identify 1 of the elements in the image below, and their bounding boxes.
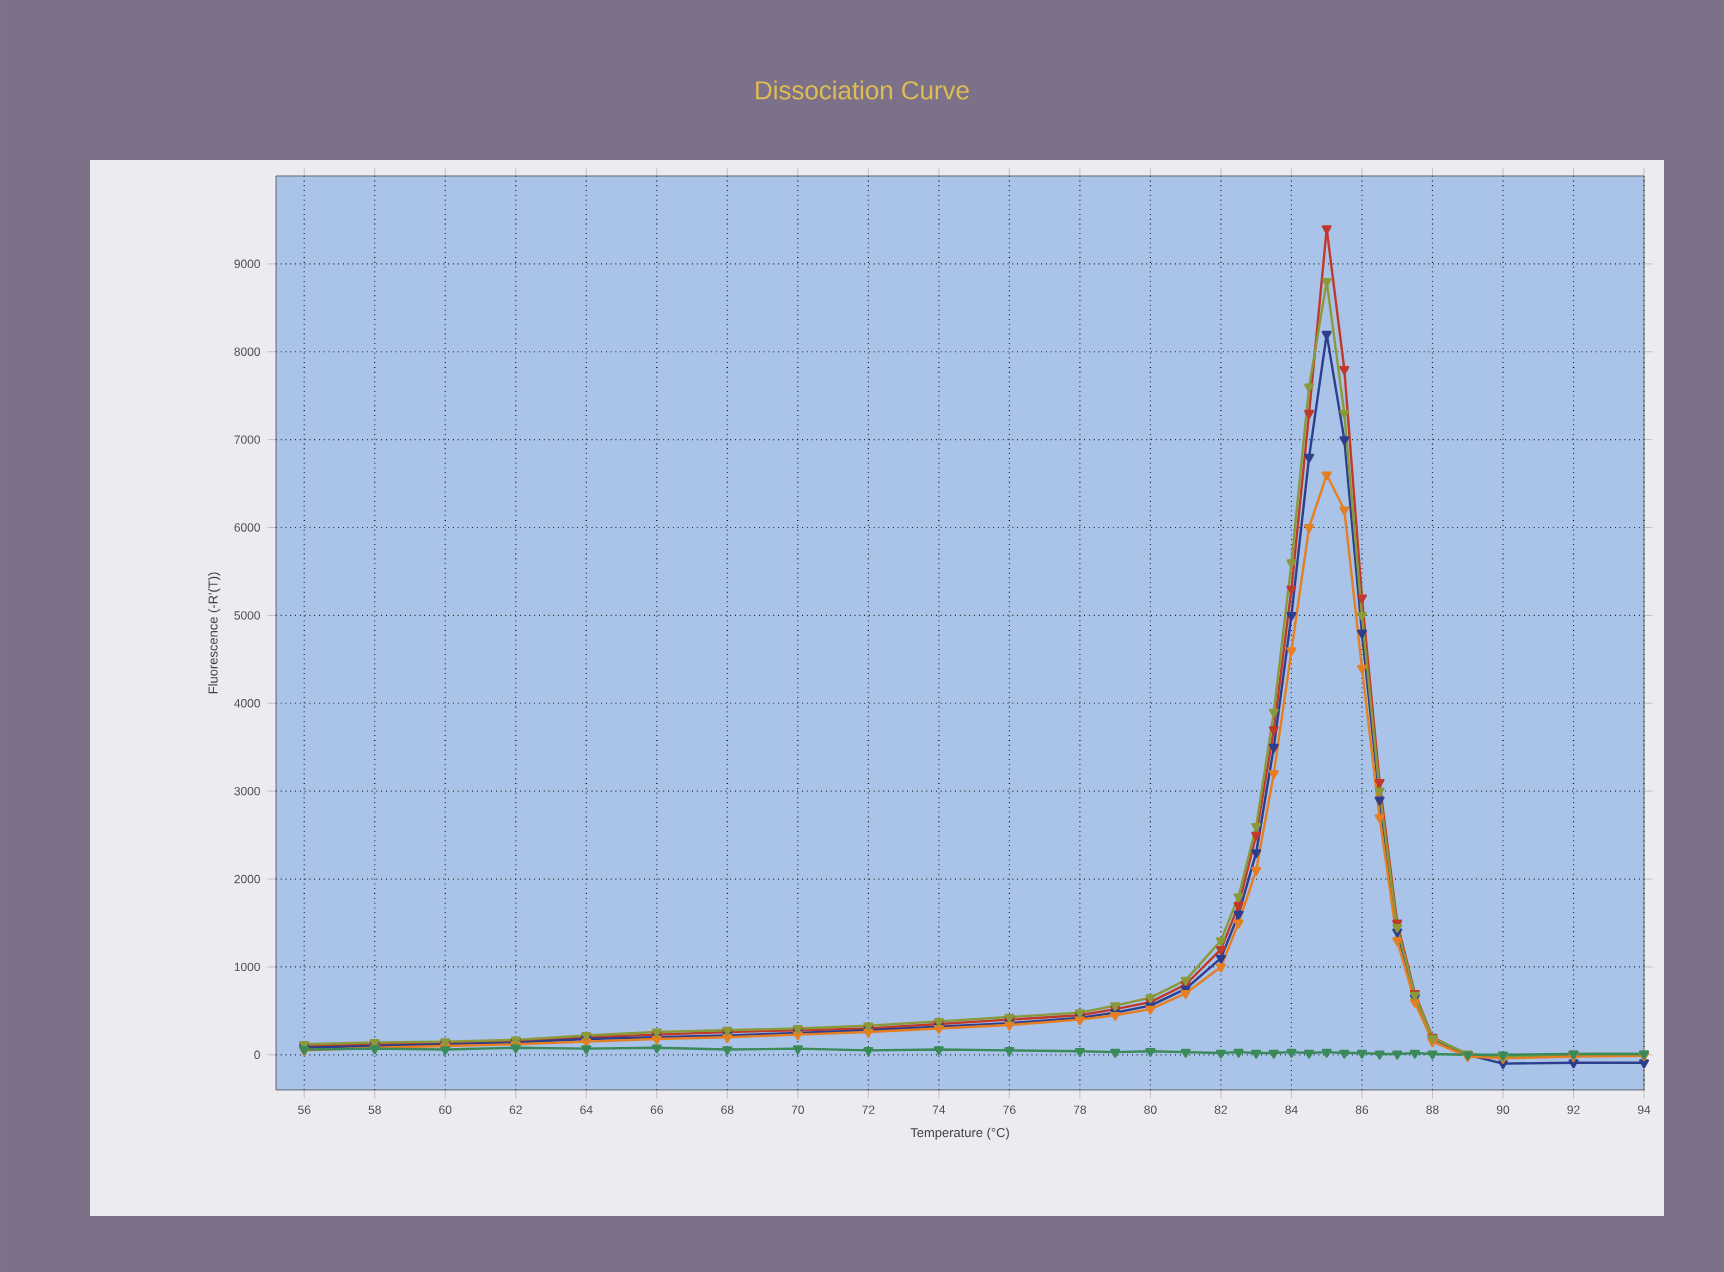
chart-title: Dissociation Curve: [756, 80, 969, 100]
